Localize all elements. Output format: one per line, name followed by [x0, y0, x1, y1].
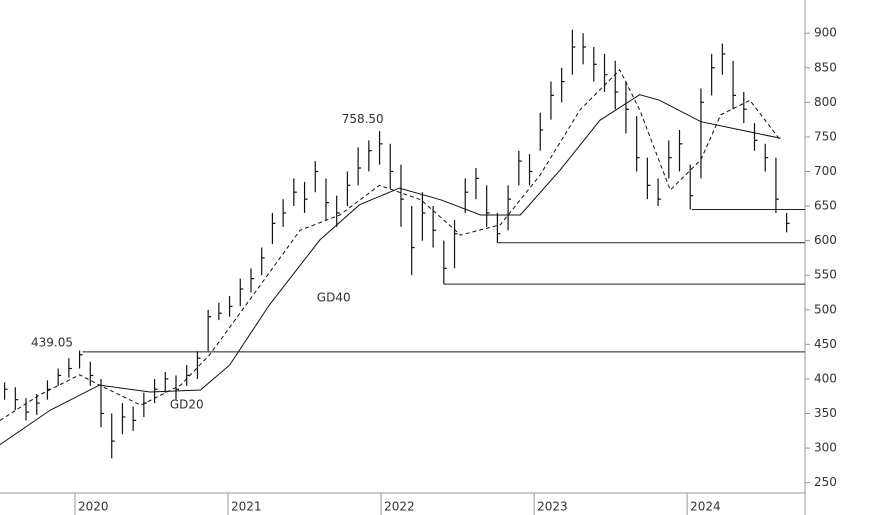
y-tick-label: 800 [814, 95, 837, 109]
y-tick-label: 300 [814, 441, 837, 455]
y-tick-label: 550 [814, 268, 837, 282]
x-tick-label: 2024 [690, 500, 721, 514]
y-tick-label: 250 [814, 475, 837, 489]
y-tick-label: 650 [814, 199, 837, 213]
y-tick-label: 750 [814, 129, 837, 143]
y-tick-label: 600 [814, 233, 837, 247]
annotation: 758.50 [342, 112, 384, 126]
x-tick-label: 2020 [78, 500, 109, 514]
y-tick-label: 400 [814, 371, 837, 385]
y-tick-label: 700 [814, 164, 837, 178]
x-tick-label: 2021 [231, 500, 262, 514]
y-tick-label: 850 [814, 60, 837, 74]
moving-average-label: GD40 [317, 291, 351, 305]
moving-average-label: GD20 [170, 398, 204, 412]
y-tick-label: 500 [814, 302, 837, 316]
y-tick-label: 900 [814, 26, 837, 40]
x-tick-label: 2023 [537, 500, 568, 514]
moving-average [0, 94, 781, 446]
moving-average [0, 68, 781, 421]
y-tick-label: 450 [814, 337, 837, 351]
annotation: 439.05 [31, 335, 73, 349]
y-tick-label: 350 [814, 406, 837, 420]
x-tick-label: 2022 [384, 500, 415, 514]
